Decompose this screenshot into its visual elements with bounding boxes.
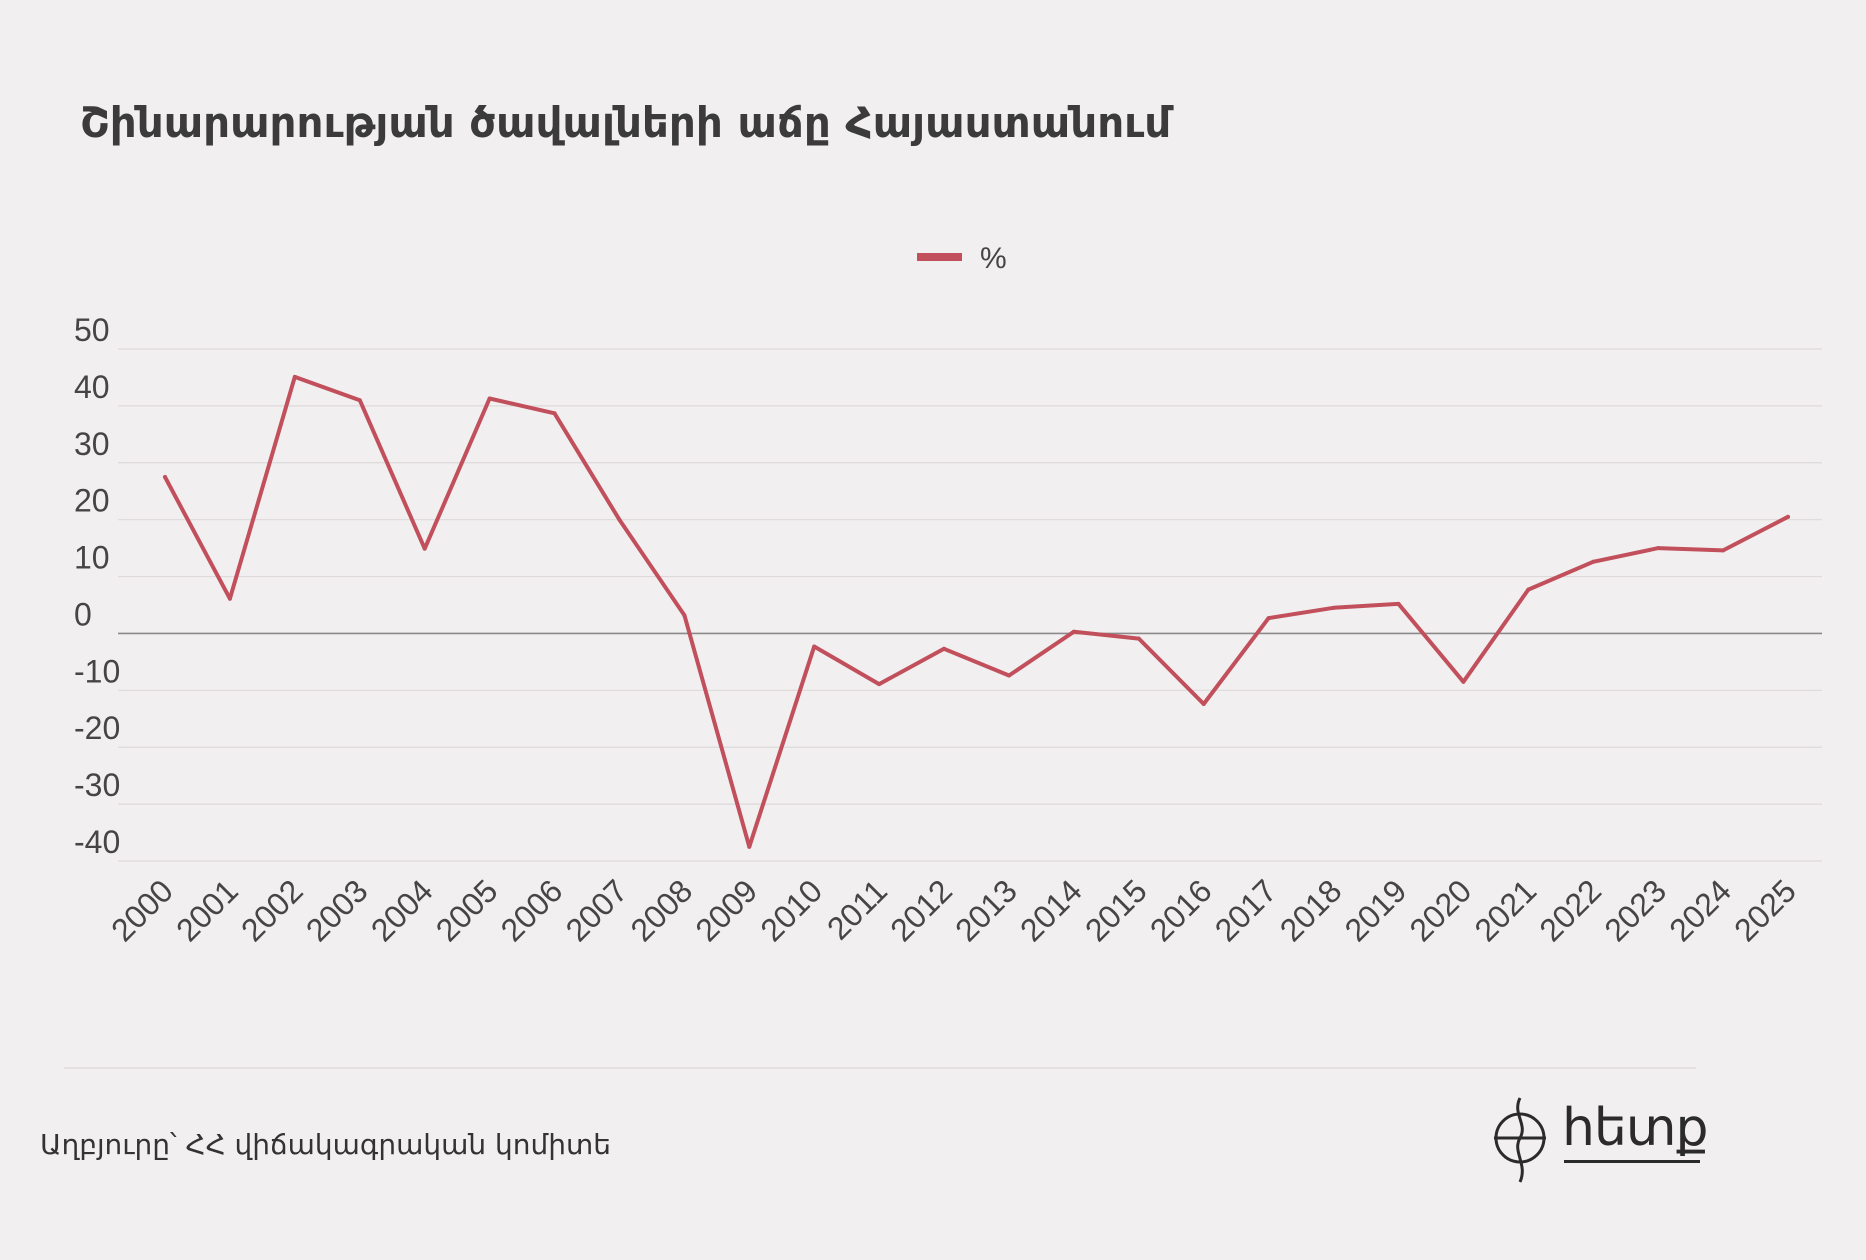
data-point: [682, 613, 687, 618]
data-point: [292, 374, 297, 379]
x-tick-label: 2010: [753, 872, 829, 948]
y-tick-label: -30: [74, 767, 120, 803]
data-point: [227, 596, 232, 601]
data-point: [1201, 701, 1206, 706]
y-axis-ticks: 50 40 30 20 10 0 -10 -20 -30 -40: [74, 312, 120, 860]
chart-title: Շինարարության ծավալների աճը Հայաստանում: [80, 98, 1172, 147]
y-tick-label: -40: [74, 824, 120, 860]
data-point: [1656, 546, 1661, 551]
x-tick-label: 2025: [1727, 872, 1803, 948]
data-point: [1071, 629, 1076, 634]
y-tick-label: 20: [74, 483, 110, 519]
x-tick-label: 2004: [364, 872, 440, 948]
x-tick-label: 2000: [104, 872, 180, 948]
data-point: [1721, 548, 1726, 553]
x-tick-label: 2003: [299, 872, 375, 948]
data-point: [1331, 605, 1336, 610]
data-point: [942, 646, 947, 651]
series-line: [163, 374, 1790, 849]
data-point: [812, 644, 817, 649]
x-axis-ticks: 2000200120022003200420052006200720082009…: [104, 872, 1803, 948]
x-tick-label: 2019: [1338, 872, 1414, 948]
data-point: [422, 546, 427, 551]
footer-divider: [64, 1067, 1696, 1069]
x-tick-label: 2020: [1403, 872, 1479, 948]
logo-wordmark: հետք: [1562, 1098, 1709, 1158]
x-tick-label: 2023: [1597, 872, 1673, 948]
legend: %: [917, 242, 1007, 275]
data-point: [487, 396, 492, 401]
data-point: [1396, 601, 1401, 606]
x-tick-label: 2011: [820, 872, 894, 946]
legend-label: %: [980, 242, 1007, 275]
y-tick-label: 0: [74, 596, 92, 632]
data-point: [617, 517, 622, 522]
data-point: [1266, 616, 1271, 621]
series-group: [163, 374, 1790, 849]
x-tick-label: 2008: [624, 872, 700, 948]
data-point: [552, 411, 557, 416]
data-point: [877, 682, 882, 687]
data-point: [1591, 559, 1596, 564]
y-tick-label: -20: [74, 710, 120, 746]
x-tick-label: 2005: [429, 872, 505, 948]
x-tick-label: 2018: [1273, 872, 1349, 948]
x-tick-label: 2012: [883, 872, 959, 948]
data-point: [1136, 636, 1141, 641]
y-tick-label: 40: [74, 369, 110, 405]
x-tick-label: 2021: [1467, 872, 1543, 948]
data-point: [163, 475, 167, 479]
y-tick-label: 50: [74, 312, 110, 348]
y-tick-label: -10: [74, 653, 120, 689]
data-point: [1786, 514, 1790, 519]
x-tick-label: 2015: [1078, 872, 1154, 948]
gridlines: [118, 348, 1822, 862]
source-note: Աղբյուրը՝ ՀՀ վիճակագրական կոմիտե: [40, 1128, 612, 1161]
x-tick-label: 2002: [234, 872, 310, 948]
x-tick-label: 2022: [1532, 872, 1608, 948]
logo-underline: [1564, 1160, 1700, 1163]
x-tick-label: 2016: [1143, 872, 1219, 948]
data-point: [357, 398, 362, 403]
x-tick-label: 2024: [1662, 872, 1738, 948]
x-tick-label: 2007: [559, 872, 635, 948]
data-point: [1526, 587, 1531, 592]
x-tick-label: 2001: [169, 872, 245, 948]
x-tick-label: 2014: [1013, 872, 1089, 948]
publisher-logo: հետք: [1490, 1094, 1710, 1186]
x-tick-label: 2017: [1208, 872, 1284, 948]
data-point: [1006, 673, 1011, 678]
data-point: [747, 844, 752, 849]
x-tick-label: 2006: [494, 872, 570, 948]
y-tick-label: 30: [74, 426, 110, 462]
x-tick-label: 2009: [688, 872, 764, 948]
y-tick-label: 10: [74, 540, 110, 576]
x-tick-label: 2013: [948, 872, 1024, 948]
data-point: [1461, 679, 1466, 684]
logo-emblem-icon: [1494, 1097, 1546, 1183]
